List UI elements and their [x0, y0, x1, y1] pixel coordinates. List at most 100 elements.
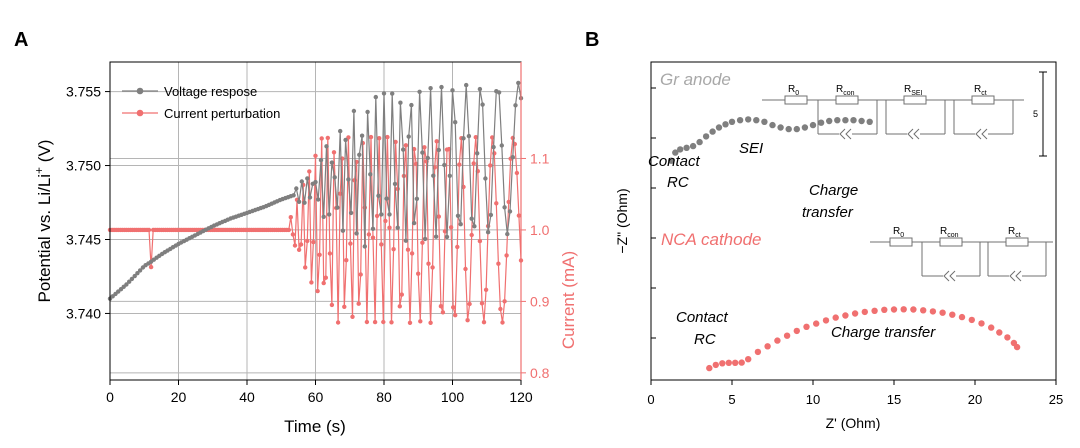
- nca-rct-resistor: [1005, 237, 1029, 247]
- current-point: [494, 201, 499, 206]
- voltage-point: [499, 143, 504, 148]
- current-point: [407, 320, 413, 325]
- voltage-point: [346, 177, 351, 182]
- current-point: [479, 301, 485, 306]
- current-point: [303, 265, 308, 270]
- current-point: [319, 136, 324, 141]
- panel-b-y-label: −Z" (Ohm): [614, 188, 630, 253]
- gr-r0-label: R0: [788, 84, 799, 97]
- panel-label-b: B: [585, 29, 599, 51]
- current-point: [436, 214, 441, 219]
- y-tick-label: 3.745: [66, 231, 101, 247]
- nca-cathode-point: [968, 316, 975, 324]
- current-point: [377, 136, 382, 141]
- voltage-point: [395, 225, 400, 230]
- nca-cathode-point: [842, 312, 849, 319]
- current-point: [405, 247, 411, 252]
- gr-equivalent-circuit: [762, 95, 1024, 140]
- x-tick-label: 100: [441, 389, 465, 405]
- voltage-point: [480, 102, 485, 107]
- voltage-point: [335, 205, 340, 210]
- gr-anode-point: [753, 117, 760, 124]
- gr-anode-point: [677, 146, 684, 153]
- x-tick-label: 25: [1049, 392, 1063, 407]
- voltage-point: [477, 86, 483, 92]
- voltage-point: [343, 137, 348, 143]
- gr-anode-point: [834, 117, 841, 124]
- current-point: [496, 261, 501, 266]
- gr-anode-point: [672, 149, 679, 156]
- nca-cathode-point: [978, 320, 985, 327]
- scale-bar: 5: [1033, 71, 1047, 157]
- current-point: [290, 232, 296, 237]
- voltage-point: [348, 210, 354, 216]
- current-point: [350, 314, 355, 319]
- gr-anode-series: [668, 116, 873, 164]
- current-point: [372, 319, 378, 325]
- right-tick-label: 1.1: [530, 150, 550, 166]
- voltage-point: [401, 147, 406, 152]
- voltage-point: [373, 94, 378, 100]
- voltage-point: [447, 173, 452, 178]
- nca-cathode-point: [725, 359, 732, 366]
- current-point: [374, 213, 380, 219]
- current-point: [490, 135, 495, 140]
- gr-anode-point: [769, 121, 776, 129]
- current-point: [309, 280, 314, 285]
- y-tick-label: 3.755: [66, 84, 101, 100]
- voltage-point: [321, 214, 326, 219]
- current-point: [307, 169, 312, 174]
- current-point: [385, 134, 390, 140]
- gr-anode-point: [728, 118, 736, 126]
- nca-equivalent-circuit: [870, 237, 1053, 282]
- right-tick-label: 0.8: [530, 365, 550, 381]
- voltage-point: [299, 179, 304, 184]
- voltage-point: [137, 268, 143, 273]
- gr-anode-point: [709, 128, 716, 135]
- legend-current-marker: [136, 109, 144, 117]
- scale-bar-label: 5: [1033, 109, 1038, 119]
- current-point: [331, 150, 337, 155]
- gr-circuit-labels: R0 Rcon RSEI Rct: [788, 84, 987, 97]
- gr-anode-point: [785, 125, 792, 133]
- current-point: [500, 320, 505, 325]
- voltage-point: [436, 147, 441, 153]
- current-point: [296, 247, 302, 252]
- x-tick-label: 60: [308, 389, 324, 405]
- current-point: [471, 161, 476, 166]
- gr-anode-point: [850, 117, 857, 124]
- current-point: [416, 271, 421, 276]
- current-point: [391, 247, 396, 252]
- x-tick-label: 20: [171, 389, 187, 405]
- current-point: [422, 145, 427, 150]
- current-point: [146, 227, 152, 233]
- current-point: [395, 186, 400, 192]
- gr-anode-point: [777, 124, 784, 131]
- voltage-point: [291, 193, 296, 198]
- voltage-point: [403, 238, 409, 243]
- current-point: [420, 240, 425, 245]
- current-point: [379, 242, 384, 247]
- current-point: [457, 162, 462, 167]
- current-point: [329, 302, 335, 308]
- nca-r0-resistor: [889, 237, 913, 247]
- current-point: [428, 320, 433, 325]
- current-point: [397, 304, 402, 309]
- voltage-point: [392, 181, 398, 187]
- current-point: [368, 134, 374, 140]
- voltage-point: [132, 273, 137, 279]
- current-point: [440, 310, 446, 315]
- gr-cpe2-icon: [907, 128, 920, 140]
- voltage-point: [455, 213, 461, 218]
- voltage-point: [507, 209, 513, 214]
- voltage-point: [365, 109, 370, 115]
- current-point: [393, 139, 398, 145]
- current-point: [356, 301, 361, 306]
- current-point: [383, 218, 388, 224]
- nca-cathode-point: [813, 320, 820, 327]
- gr-anode-point: [689, 142, 697, 150]
- nca-cathode-point: [871, 307, 878, 314]
- gr-charge-label: Charge: [809, 182, 858, 199]
- gr-rct-resistor: [971, 95, 995, 105]
- current-point: [463, 266, 468, 272]
